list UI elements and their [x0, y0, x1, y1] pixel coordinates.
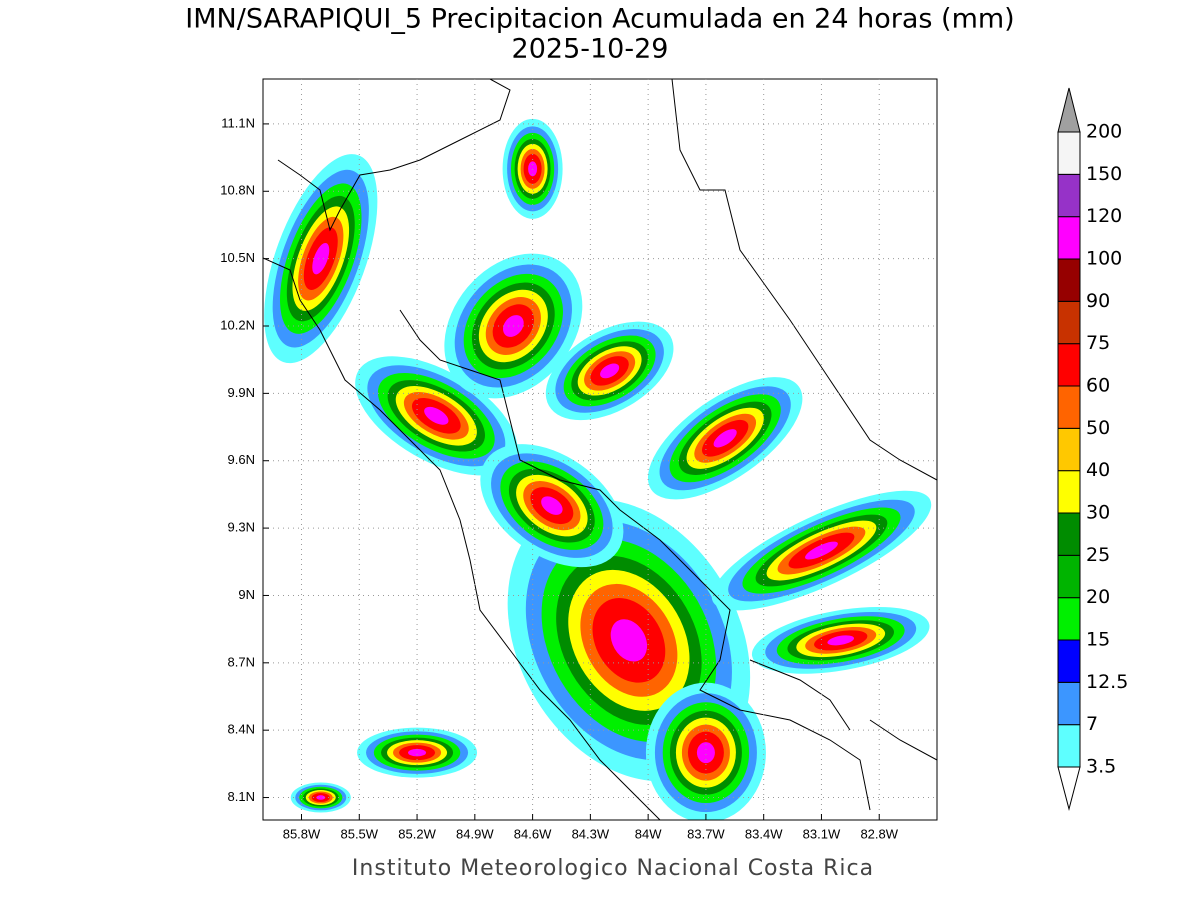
- colorbar-box: [1057, 385, 1081, 429]
- colorbar-label: 30: [1086, 502, 1110, 524]
- x-tick-label: 85.5W: [340, 826, 378, 841]
- pacific-coast: [263, 257, 661, 820]
- southern-coast: [749, 659, 937, 761]
- colorbar-over: [1057, 87, 1081, 133]
- colorbar-label: 120: [1086, 205, 1122, 227]
- colorbar-label: 25: [1086, 544, 1110, 566]
- map-subtitle: 2025-10-29: [512, 34, 669, 65]
- colorbar-label: 7: [1086, 713, 1098, 735]
- precipitation-field: [264, 118, 932, 820]
- colorbar-label: 60: [1086, 375, 1110, 397]
- colorbar-box: [1057, 470, 1081, 514]
- map-title: IMN/SARAPIQUI_5 Precipitacion Acumulada …: [185, 4, 1014, 35]
- rain-area: [316, 795, 326, 800]
- rain-area: [804, 541, 838, 560]
- rain-area: [541, 496, 563, 515]
- colorbar-box: [1057, 681, 1081, 726]
- rain-area: [600, 363, 620, 379]
- northern-border: [277, 79, 511, 232]
- x-tick-label: 84.9W: [456, 826, 494, 841]
- rain-area: [827, 635, 855, 646]
- colorbar-box: [1057, 427, 1081, 472]
- x-tick-label: 85.2W: [398, 826, 436, 841]
- colorbar-box: [1057, 639, 1081, 683]
- colorbar-box: [1057, 173, 1081, 218]
- rain-area: [408, 748, 427, 757]
- colorbar-label: 3.5: [1086, 756, 1116, 778]
- y-tick-label: 8.4N: [228, 722, 255, 737]
- caribbean-coast: [671, 79, 937, 481]
- y-tick-label: 9.9N: [228, 385, 255, 400]
- colorbar-label: 40: [1086, 459, 1110, 481]
- rain-area: [610, 619, 648, 662]
- colorbar-box: [1057, 258, 1081, 302]
- colorbar-label: 12.5: [1086, 671, 1128, 693]
- colorbar-box: [1057, 216, 1081, 260]
- colorbar-under: [1057, 766, 1081, 811]
- x-tick-label: 82.8W: [860, 826, 898, 841]
- y-tick-label: 8.1N: [228, 789, 255, 804]
- colorbar-label: 20: [1086, 586, 1110, 608]
- colorbar-box: [1057, 131, 1081, 175]
- y-tick-label: 9N: [238, 587, 255, 602]
- map-footer: Instituto Meteorologico Nacional Costa R…: [352, 856, 874, 881]
- y-tick-label: 11.1N: [221, 115, 255, 130]
- y-tick-label: 9.6N: [228, 452, 255, 467]
- rain-area: [696, 742, 715, 764]
- x-tick-label: 85.8W: [283, 826, 321, 841]
- colorbar-box: [1057, 554, 1081, 599]
- y-tick-label: 9.3N: [228, 520, 255, 535]
- x-tick-label: 84.3W: [572, 826, 610, 841]
- rain-area: [424, 406, 449, 425]
- map-frame: [262, 78, 938, 821]
- rain-area: [713, 429, 737, 448]
- colorbar-label: 200: [1086, 121, 1122, 143]
- y-tick-label: 8.7N: [228, 654, 255, 669]
- x-tick-label: 83.7W: [687, 826, 725, 841]
- x-tick-label: 83.1W: [803, 826, 841, 841]
- y-tick-label: 10.2N: [220, 317, 255, 332]
- gulf-coast: [399, 309, 871, 811]
- y-tick-label: 10.8N: [220, 183, 255, 198]
- x-tick-label: 84.6W: [514, 826, 552, 841]
- colorbar-label: 50: [1086, 417, 1110, 439]
- colorbar-label: 100: [1086, 248, 1122, 270]
- rain-area: [528, 161, 538, 177]
- colorbar-label: 15: [1086, 629, 1110, 651]
- colorbar-box: [1057, 597, 1081, 641]
- x-tick-label: 83.4W: [745, 826, 783, 841]
- colorbar-label: 75: [1086, 332, 1110, 354]
- y-tick-label: 10.5N: [220, 250, 255, 265]
- coastlines: [263, 79, 937, 820]
- rain-area: [312, 242, 330, 275]
- colorbar-box: [1057, 300, 1081, 345]
- colorbar-box: [1057, 512, 1081, 556]
- x-tick-label: 84W: [635, 826, 662, 841]
- colorbar-box: [1057, 343, 1081, 387]
- colorbar-box: [1057, 724, 1081, 768]
- colorbar-label: 90: [1086, 290, 1110, 312]
- colorbar-label: 150: [1086, 163, 1122, 185]
